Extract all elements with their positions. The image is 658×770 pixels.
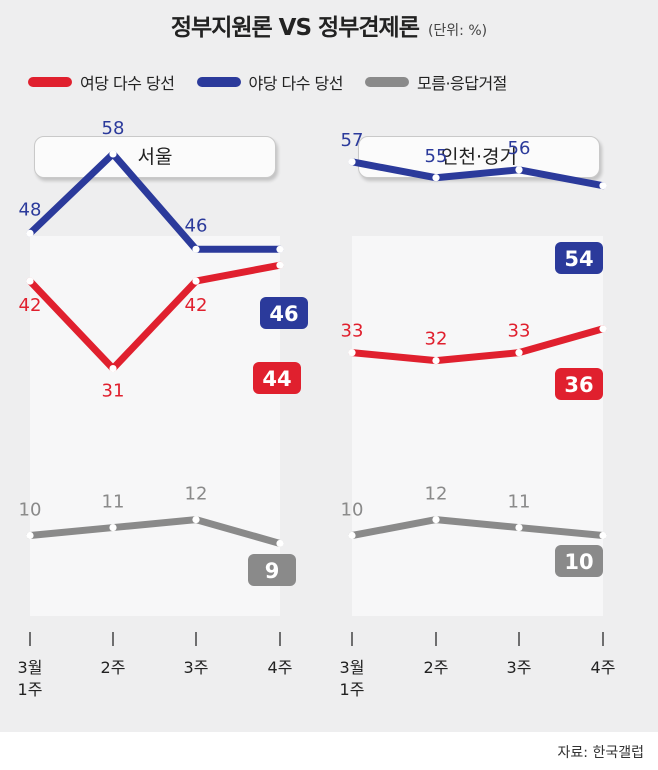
data-point-incheon-1 [599,325,607,333]
data-point-seoul-2 [276,539,284,548]
data-label-incheon-0: 57 [341,130,364,151]
data-label-seoul-0: 58 [102,118,125,139]
x-tick-label-seoul: 3월 1주 [18,658,43,699]
data-point-seoul-1 [26,277,34,285]
last-value-box-incheon-0 [555,242,603,274]
data-point-incheon-2 [599,531,607,540]
x-tick-label-seoul: 3주 [184,658,209,677]
legend-swatch-opposition [196,77,241,87]
last-value-label-seoul-1: 44 [262,367,291,391]
data-point-incheon-2 [348,531,356,540]
data-point-seoul-1 [276,261,284,269]
series-line-incheon-0 [348,158,607,190]
last-value-label-incheon-1: 36 [564,373,593,397]
last-value-label-seoul-0: 46 [269,302,298,326]
data-label-incheon-1: 32 [425,329,448,350]
data-label-incheon-1: 33 [508,321,531,342]
data-label-seoul-1: 42 [19,295,42,316]
data-point-seoul-1 [109,364,117,373]
data-label-seoul-0: 46 [185,215,208,236]
data-point-incheon-0 [515,166,523,174]
legend-item-ruling: 여당 다수 당선 [28,70,175,94]
data-point-incheon-1 [432,357,440,365]
x-tick-label-seoul: 4주 [268,658,293,677]
x-tick-label-incheon: 3월 1주 [340,658,365,699]
last-value-box-incheon-2 [555,545,603,577]
legend-swatch-unknown [365,77,409,87]
data-label-seoul-2: 12 [185,484,208,505]
data-point-seoul-0 [192,245,200,253]
legend-item-unknown: 모름·응답거절 [365,70,507,94]
data-point-seoul-0 [276,245,284,253]
last-value-label-incheon-0: 54 [564,247,593,271]
data-point-incheon-0 [599,182,607,190]
plot-area-seoul [30,236,280,616]
data-label-seoul-0: 48 [19,199,42,220]
legend-swatch-ruling [28,77,72,87]
last-value-box-seoul-1 [253,362,301,394]
unit-label: (단위: %) [427,23,488,39]
data-label-incheon-1: 33 [341,321,364,342]
data-label-incheon-2: 11 [508,492,531,513]
last-value-box-incheon-1 [555,368,603,400]
data-point-incheon-0 [348,158,356,166]
panel-title-seoul: 서울 [34,136,276,178]
data-point-seoul-2 [109,523,117,532]
chart-title-block: 정부지원론 VS 정부견제론 (단위: %) [0,8,658,42]
data-point-incheon-2 [432,516,440,524]
series-line-seoul-0 [26,150,284,253]
data-point-seoul-0 [26,229,34,237]
last-value-box-seoul-0 [260,297,308,329]
data-point-incheon-1 [515,349,523,357]
x-tick-label-incheon: 2주 [424,658,449,677]
legend-label-ruling: 여당 다수 당선 [80,74,175,93]
series-line-seoul-1 [26,261,284,373]
data-point-seoul-0 [109,150,117,158]
data-point-seoul-1 [192,277,200,285]
data-point-seoul-2 [26,531,34,540]
x-tick-label-seoul: 2주 [101,658,126,677]
data-label-seoul-1: 42 [185,295,208,316]
data-label-incheon-2: 12 [425,484,448,505]
data-point-incheon-0 [432,174,440,182]
series-line-incheon-2 [348,516,607,539]
data-label-incheon-0: 56 [508,138,531,159]
data-label-seoul-1: 31 [102,381,125,402]
legend-item-opposition: 야당 다수 당선 [196,70,344,94]
data-point-incheon-1 [348,349,356,357]
data-point-seoul-2 [192,516,200,524]
chart-title: 정부지원론 VS 정부견제론 [170,15,420,41]
series-line-seoul-2 [26,516,284,547]
data-label-incheon-2: 10 [341,500,364,521]
last-value-box-seoul-2 [248,554,296,586]
legend-label-unknown: 모름·응답거절 [417,74,507,93]
legend: 여당 다수 당선 야당 다수 당선 모름·응답거절 [28,70,507,94]
x-tick-label-incheon: 4주 [591,658,616,677]
last-value-label-incheon-2: 10 [564,550,593,574]
data-label-seoul-2: 10 [19,500,42,521]
line-charts: 3월 1주 2주 3주 4주 48 58 46 46 42 31 42 44 10 11 12 9 3월 1주 2주 3… [18,118,616,699]
source-note: 자료: 한국갤럽 [557,745,644,761]
x-tick-label-incheon: 3주 [507,658,532,677]
last-value-label-seoul-2: 9 [265,559,280,583]
legend-label-opposition: 야당 다수 당선 [248,74,344,93]
series-line-incheon-1 [348,325,607,365]
data-label-seoul-2: 11 [102,492,125,513]
data-label-incheon-0: 55 [425,146,448,167]
data-point-incheon-2 [515,523,523,532]
